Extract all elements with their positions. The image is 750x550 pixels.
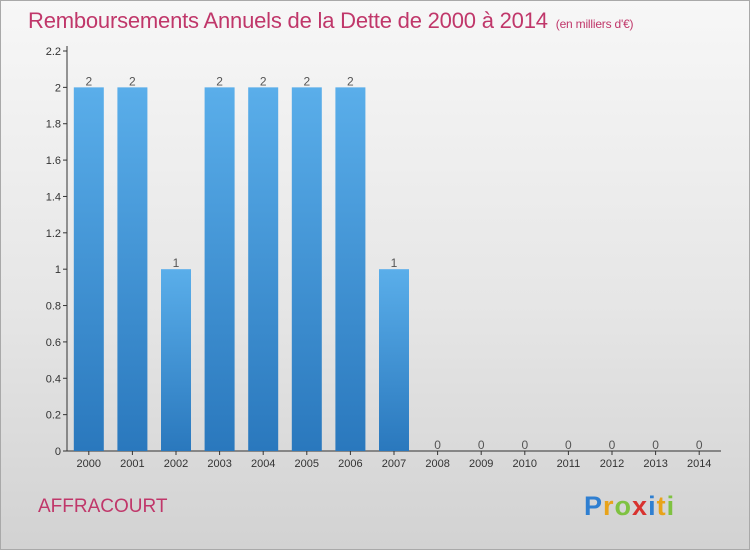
x-tick-label: 2011 — [557, 458, 581, 470]
chart-subtitle: (en milliers d'€) — [555, 17, 634, 31]
bars — [73, 87, 409, 451]
x-tick-label: 2001 — [120, 458, 144, 470]
bar-value-label: 0 — [609, 438, 616, 452]
y-tick-label: 0.8 — [46, 301, 61, 313]
logo-letter: i — [666, 491, 676, 521]
bar-value-label: 0 — [565, 438, 572, 452]
bar — [73, 87, 104, 451]
bar-value-label: 1 — [173, 256, 180, 270]
bar — [248, 87, 279, 451]
bar — [335, 87, 366, 451]
bar-value-label: 2 — [85, 74, 92, 88]
y-tick-label: 1.2 — [46, 228, 61, 240]
y-tick-label: 1.8 — [46, 119, 61, 131]
bar-value-label: 2 — [260, 74, 267, 88]
bar-value-label: 0 — [652, 438, 659, 452]
bar-value-label: 0 — [696, 438, 703, 452]
bar-value-label: 2 — [303, 74, 310, 88]
logo-letter: t — [656, 491, 667, 521]
bar-value-label: 0 — [434, 438, 441, 452]
data-labels: 2 2 1 2 2 2 2 1 0 0 0 0 0 0 0 — [85, 74, 702, 452]
logo-letter: o — [614, 491, 633, 521]
y-tick-label: 0 — [55, 446, 61, 458]
x-tick-label: 2005 — [295, 458, 319, 470]
x-tick-label: 2008 — [425, 458, 449, 470]
logo-letter: x — [632, 491, 649, 521]
chart-title: Remboursements Annuels de la Dette de 20… — [28, 8, 634, 34]
bar-value-label: 0 — [478, 438, 485, 452]
x-tick-label: 2004 — [251, 458, 275, 470]
bar-value-label: 1 — [391, 256, 398, 270]
y-tick-label: 0.6 — [46, 337, 61, 349]
x-tick-label: 2012 — [600, 458, 624, 470]
x-tick-label: 2003 — [207, 458, 231, 470]
bar — [291, 87, 322, 451]
bar — [379, 269, 409, 451]
bar-value-label: 0 — [521, 438, 528, 452]
logo-letter: P — [584, 491, 604, 521]
y-tick-label: 0.2 — [46, 410, 61, 422]
bar — [161, 269, 191, 451]
logo-letter: r — [603, 491, 615, 521]
x-tick-label: 2007 — [382, 458, 406, 470]
bar — [204, 87, 235, 451]
y-tick-label: 1 — [55, 264, 61, 276]
y-tick-label: 1.4 — [46, 191, 61, 203]
logo-letter: i — [648, 491, 657, 521]
bar-value-label: 2 — [216, 74, 223, 88]
y-tick-label: 2 — [55, 82, 61, 94]
chart-title-text: Remboursements Annuels de la Dette de 20… — [28, 8, 548, 33]
y-tick-label: 2.2 — [46, 46, 61, 58]
bar-value-label: 2 — [347, 74, 354, 88]
x-tick-label: 2002 — [164, 458, 188, 470]
commune-name: AFFRACOURT — [38, 496, 168, 517]
bar — [117, 87, 148, 451]
proxiti-logo[interactable]: Proxiti — [584, 491, 675, 522]
x-tick-label: 2010 — [513, 458, 537, 470]
x-tick-label: 2006 — [338, 458, 362, 470]
x-tick-label: 2013 — [643, 458, 667, 470]
bar-value-label: 2 — [129, 74, 136, 88]
x-tick-label: 2000 — [77, 458, 101, 470]
x-tick-label: 2014 — [687, 458, 711, 470]
y-tick-label: 1.6 — [46, 155, 61, 167]
x-tick-label: 2009 — [469, 458, 493, 470]
y-tick-label: 0.4 — [46, 373, 61, 385]
